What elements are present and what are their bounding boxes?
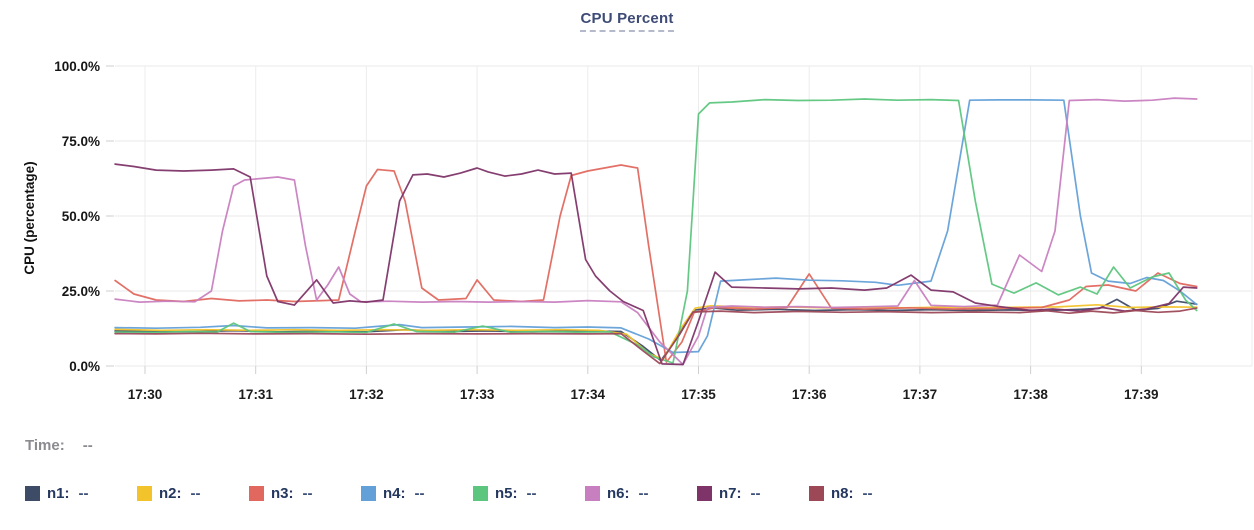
legend-label: n5: <box>495 485 518 502</box>
series-line-n5 <box>114 98 1198 364</box>
legend-value: -- <box>190 485 201 502</box>
x-tick-label: 17:34 <box>571 387 606 402</box>
legend-swatch-n5 <box>473 486 488 501</box>
legend-swatch-n3 <box>249 486 264 501</box>
time-value: -- <box>82 437 93 454</box>
series-line-n3 <box>114 164 1198 363</box>
x-tick-label: 17:36 <box>792 387 827 402</box>
y-tick-label: 25.0% <box>62 284 100 299</box>
legend-value: -- <box>750 485 761 502</box>
x-tick-label: 17:31 <box>238 387 273 402</box>
series-line-n8 <box>114 307 1198 365</box>
x-tick-label: 17:37 <box>903 387 938 402</box>
y-tick-label: 0.0% <box>69 359 100 374</box>
legend-label: n4: <box>383 485 406 502</box>
x-tick-label: 17:32 <box>349 387 384 402</box>
legend-value: -- <box>414 485 425 502</box>
legend-label: n2: <box>159 485 182 502</box>
legend-value: -- <box>526 485 537 502</box>
cpu-line-chart[interactable]: 0.0% 25.0% 50.0% 75.0% 100.0% 17:30 17:31 17:32… <box>0 28 1254 448</box>
y-axis-title: CPU (percentage) <box>22 161 37 274</box>
legend-item-n4[interactable]: n4: -- <box>361 485 473 502</box>
legend-swatch-n2 <box>137 486 152 501</box>
legend-value: -- <box>862 485 873 502</box>
legend-label: n6: <box>607 485 630 502</box>
legend-item-n1[interactable]: n1: -- <box>25 485 137 502</box>
legend-item-n7[interactable]: n7: -- <box>697 485 809 502</box>
legend-swatch-n8 <box>809 486 824 501</box>
series-line-n4 <box>114 99 1198 354</box>
series-line-n7 <box>114 163 1198 366</box>
legend-item-n2[interactable]: n2: -- <box>137 485 249 502</box>
series-line-n6 <box>114 97 1198 366</box>
legend-label: n1: <box>47 485 70 502</box>
legend-label: n8: <box>831 485 854 502</box>
legend-item-n5[interactable]: n5: -- <box>473 485 585 502</box>
legend-swatch-n7 <box>697 486 712 501</box>
series-legend: n1: -- n2: -- n3: -- n4: -- n5: -- n6: -- n7: -- n8: -- <box>25 485 921 502</box>
legend-value: -- <box>302 485 313 502</box>
chart-title[interactable]: CPU Percent <box>580 10 674 32</box>
legend-swatch-n6 <box>585 486 600 501</box>
x-tick-label: 17:39 <box>1124 387 1159 402</box>
legend-label: n3: <box>271 485 294 502</box>
y-tick-label: 50.0% <box>62 209 100 224</box>
legend-value: -- <box>78 485 89 502</box>
legend-label: n7: <box>719 485 742 502</box>
y-tick-label: 100.0% <box>54 59 100 74</box>
x-tick-label: 17:35 <box>681 387 716 402</box>
legend-swatch-n1 <box>25 486 40 501</box>
legend-swatch-n4 <box>361 486 376 501</box>
legend-item-n8[interactable]: n8: -- <box>809 485 921 502</box>
legend-item-n6[interactable]: n6: -- <box>585 485 697 502</box>
time-label: Time: <box>25 437 65 454</box>
chart-title-wrap: CPU Percent <box>0 10 1254 32</box>
time-readout-row: Time: -- <box>25 437 93 454</box>
x-tick-label: 17:38 <box>1013 387 1048 402</box>
x-tick-label: 17:30 <box>128 387 163 402</box>
x-tick-label: 17:33 <box>460 387 495 402</box>
legend-item-n3[interactable]: n3: -- <box>249 485 361 502</box>
y-tick-label: 75.0% <box>62 134 100 149</box>
legend-value: -- <box>638 485 649 502</box>
